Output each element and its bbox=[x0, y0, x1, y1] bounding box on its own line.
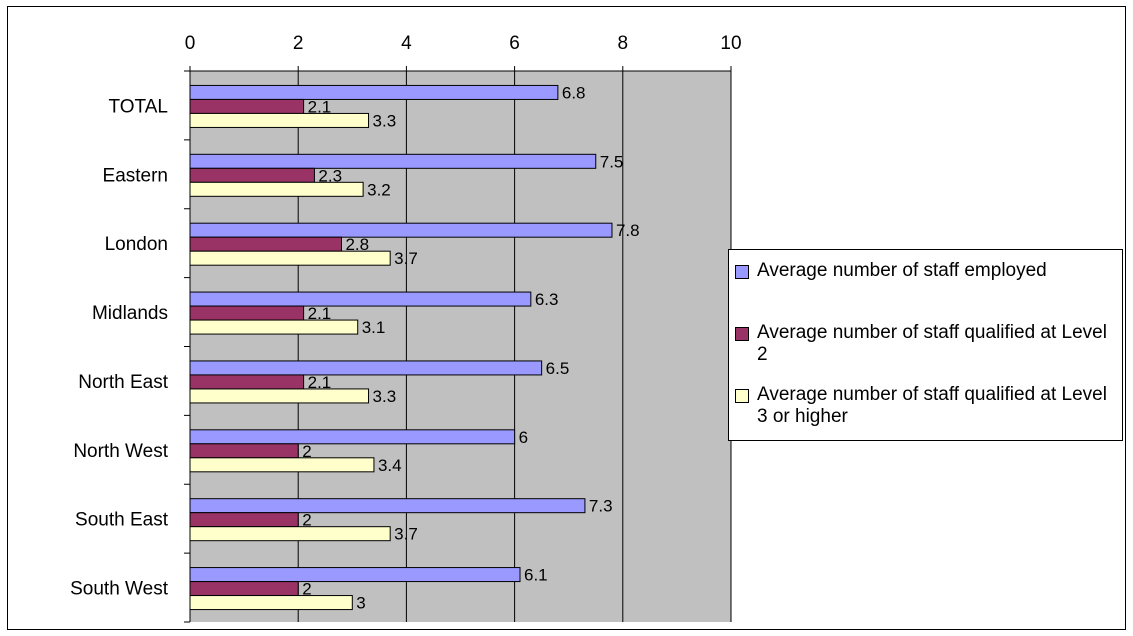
legend-item-staff-employed: Average number of staff employed bbox=[735, 260, 1107, 282]
bar-value-label: 7.8 bbox=[616, 221, 640, 240]
bars bbox=[189, 84, 613, 611]
bar-value-label: 6 bbox=[519, 428, 528, 447]
x-tick-label: 2 bbox=[293, 33, 304, 54]
bar bbox=[189, 374, 305, 390]
bar-value-label: 2 bbox=[302, 442, 311, 461]
bar bbox=[189, 512, 299, 528]
legend-swatch bbox=[735, 265, 749, 279]
axes bbox=[184, 66, 732, 623]
bar bbox=[189, 388, 370, 404]
data-labels: 6.8 2.1 3.3 7.5 2.3 3.2 7.8 2.8 3.7 6.3 2.1 3.1 6.5 2… bbox=[302, 83, 639, 612]
bar bbox=[189, 236, 342, 252]
bar bbox=[189, 305, 305, 321]
legend: Average number of staff employed Average… bbox=[728, 249, 1123, 441]
category-label: Midlands bbox=[92, 303, 168, 324]
bar bbox=[189, 84, 559, 100]
bar bbox=[189, 581, 299, 597]
bar-value-label: 2.8 bbox=[345, 235, 369, 254]
legend-item-level-3: Average number of staff qualified at Lev… bbox=[735, 384, 1107, 428]
bar bbox=[189, 98, 305, 114]
bar-value-label: 7.5 bbox=[600, 152, 624, 171]
legend-label: Average number of staff qualified at Lev… bbox=[757, 322, 1107, 365]
bar bbox=[189, 222, 613, 238]
category-label: Eastern bbox=[103, 165, 168, 186]
category-label: TOTAL bbox=[109, 96, 168, 117]
bar bbox=[189, 567, 521, 583]
bar bbox=[189, 319, 359, 335]
bar-value-label: 3.4 bbox=[378, 456, 402, 475]
bar-value-label: 3.7 bbox=[394, 525, 418, 544]
category-labels: TOTAL Eastern London Midlands North East Nort… bbox=[70, 96, 169, 599]
bar-value-label: 6.8 bbox=[562, 83, 586, 102]
bar-value-label: 2 bbox=[302, 580, 311, 599]
category-label: South East bbox=[75, 510, 169, 531]
bar bbox=[189, 291, 532, 307]
legend-item-level-2: Average number of staff qualified at Lev… bbox=[735, 322, 1107, 366]
bar-value-label: 3.2 bbox=[367, 180, 391, 199]
legend-label: Average number of staff employed bbox=[757, 260, 1047, 281]
bar bbox=[189, 526, 391, 542]
legend-label: Average number of staff qualified at Lev… bbox=[757, 384, 1107, 427]
x-tick-label: 6 bbox=[509, 33, 520, 54]
category-label: South West bbox=[70, 579, 169, 600]
bar-value-label: 6.3 bbox=[535, 290, 559, 309]
legend-swatch bbox=[735, 389, 749, 403]
bar-value-label: 2 bbox=[302, 511, 311, 530]
x-tick-label: 8 bbox=[618, 33, 629, 54]
bar bbox=[189, 498, 586, 514]
x-tick-label: 10 bbox=[720, 33, 741, 54]
bar-value-label: 2.1 bbox=[308, 304, 332, 323]
x-tick-label: 0 bbox=[185, 33, 196, 54]
bar bbox=[189, 429, 516, 445]
bar-value-label: 2.1 bbox=[308, 97, 332, 116]
bar-value-label: 3.3 bbox=[373, 111, 397, 130]
bar-value-label: 3.7 bbox=[394, 249, 418, 268]
legend-swatch bbox=[735, 327, 749, 341]
x-tick-label: 4 bbox=[401, 33, 412, 54]
category-label: London bbox=[105, 234, 168, 255]
bar-value-label: 3.3 bbox=[373, 387, 397, 406]
bar-value-label: 2.1 bbox=[308, 373, 332, 392]
bar-value-label: 7.3 bbox=[589, 497, 613, 516]
bar-value-label: 6.1 bbox=[524, 566, 548, 585]
bar-value-label: 2.3 bbox=[318, 166, 342, 185]
category-label: North East bbox=[78, 372, 168, 393]
bar bbox=[189, 457, 375, 473]
bar-value-label: 6.5 bbox=[546, 359, 570, 378]
bar bbox=[189, 443, 299, 459]
category-label: North West bbox=[73, 441, 168, 462]
bar-value-label: 3 bbox=[356, 594, 365, 613]
bar bbox=[189, 360, 543, 376]
bar bbox=[189, 595, 353, 611]
x-tick-labels: 0 2 4 6 8 10 bbox=[185, 33, 742, 54]
bar bbox=[189, 153, 597, 169]
bar-value-label: 3.1 bbox=[362, 318, 386, 337]
bar bbox=[189, 167, 315, 183]
bar bbox=[189, 112, 370, 128]
